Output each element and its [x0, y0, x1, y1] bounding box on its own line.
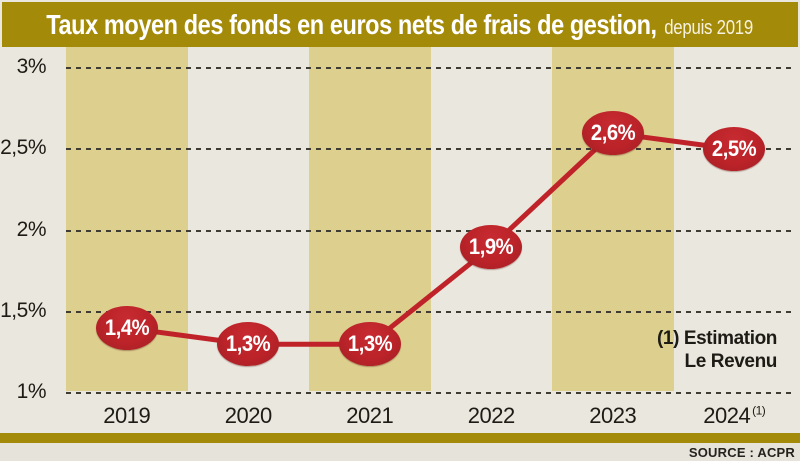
- data-point-label: 1,3%: [226, 331, 271, 357]
- data-point: 1,9%: [460, 224, 523, 269]
- x-axis-tick-label: 2022: [467, 403, 515, 428]
- footnote-line-2: Le Revenu: [684, 351, 778, 372]
- y-axis-tick-label: 2,5%: [0, 136, 46, 160]
- data-point: 2,6%: [581, 111, 644, 155]
- x-axis-tick-label: 2019: [103, 403, 151, 428]
- grid-line: [66, 67, 795, 69]
- data-point: 1,3%: [338, 322, 401, 367]
- page-title: Taux moyen des fonds en euros nets de fr…: [47, 9, 754, 41]
- grid-line: [66, 229, 795, 232]
- data-point: 1,3%: [217, 322, 280, 367]
- grid-line: [66, 148, 795, 151]
- grid-line: [66, 310, 795, 313]
- source-label: SOURCE : ACPR: [688, 444, 795, 460]
- data-point-label: 1,4%: [104, 315, 150, 340]
- footnote-annotation: (1) Estimation Le Revenu: [657, 327, 777, 373]
- y-axis-tick-label: 1%: [16, 380, 47, 403]
- grid-line: [66, 392, 795, 394]
- x-axis-tick-label: 2024 (1): [703, 403, 766, 428]
- data-point-label: 1,3%: [347, 331, 393, 357]
- title-bar: Taux moyen des fonds en euros nets de fr…: [2, 2, 798, 47]
- x-axis-tick-label: 2023: [589, 403, 637, 428]
- title-main-text: Taux moyen des fonds en euros nets de fr…: [46, 8, 658, 40]
- y-axis-tick-label: 3%: [16, 55, 47, 78]
- data-point: 1,4%: [95, 306, 158, 350]
- title-suffix-text: depuis 2019: [664, 16, 754, 39]
- data-point-label: 2,6%: [590, 120, 636, 145]
- data-point: 2,5%: [703, 127, 766, 172]
- source-strip: SOURCE : ACPR: [0, 443, 800, 461]
- data-point-label: 1,9%: [469, 233, 514, 259]
- x-axis-tick-label: 2020: [224, 403, 272, 428]
- y-axis-tick-label: 1,5%: [0, 298, 46, 322]
- data-point-label: 2,5%: [712, 136, 757, 162]
- plot-stripe: [552, 47, 674, 391]
- x-tick-superscript: (1): [750, 403, 766, 418]
- x-axis-tick-label: 2021: [346, 403, 394, 428]
- footer-gold-bar: [0, 433, 800, 443]
- footnote-line-1: (1) Estimation: [656, 328, 777, 349]
- y-axis-tick-label: 2%: [16, 217, 47, 241]
